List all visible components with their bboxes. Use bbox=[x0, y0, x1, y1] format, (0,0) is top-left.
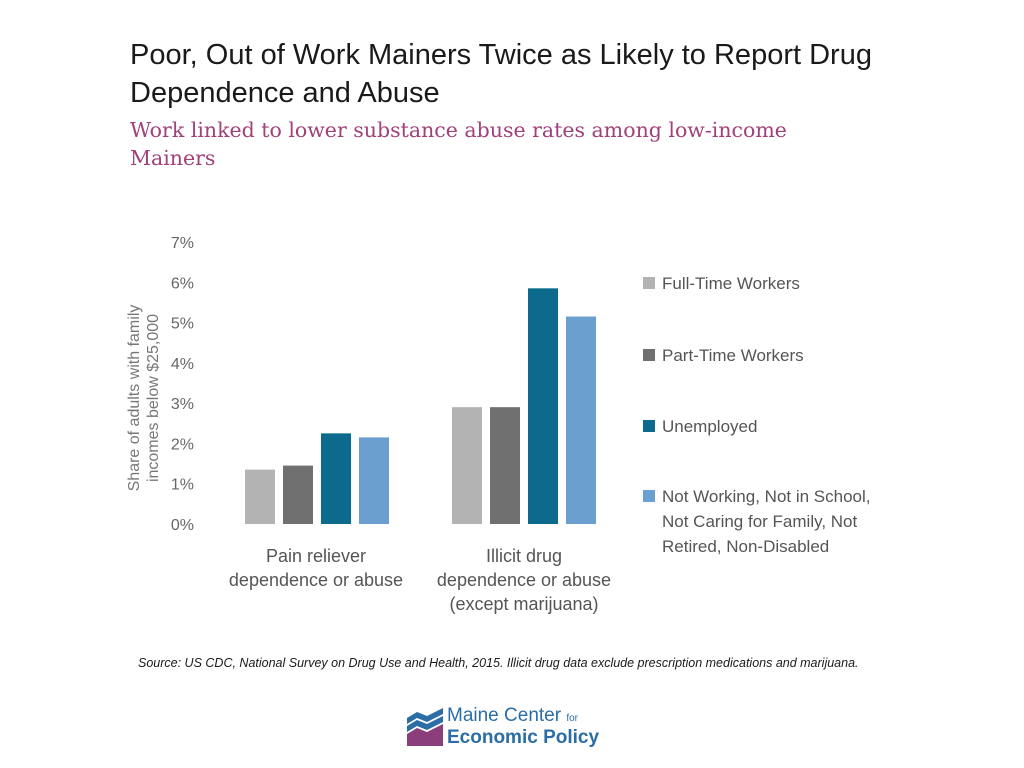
logo-name-line2: Economic Policy bbox=[447, 727, 600, 748]
category-label-line: Illicit drug bbox=[486, 546, 562, 566]
logo-for: for bbox=[566, 713, 579, 724]
legend-swatch bbox=[643, 349, 655, 361]
bar-3-1 bbox=[566, 316, 596, 524]
category-label: Pain reliever dependence or abuse bbox=[229, 546, 403, 590]
bar-0-1 bbox=[452, 407, 482, 524]
y-axis-title-line: Share of adults with family bbox=[126, 305, 143, 492]
bars-group bbox=[245, 288, 596, 524]
y-tick-label: 4% bbox=[171, 356, 194, 373]
legend-label: Part-Time Workers bbox=[662, 346, 804, 365]
legend-label-line: Unemployed bbox=[662, 417, 757, 436]
legend-swatch bbox=[643, 490, 655, 502]
y-tick-label: 1% bbox=[171, 477, 194, 494]
category-label: Illicit drug dependence or abuse (except m… bbox=[437, 546, 611, 614]
y-tick-label: 0% bbox=[171, 517, 194, 534]
y-tick-label: 5% bbox=[171, 316, 194, 333]
legend-label-line: Retired, Non-Disabled bbox=[662, 537, 829, 556]
legend-label: Unemployed bbox=[662, 417, 757, 436]
legend-label-line: Full-Time Workers bbox=[662, 274, 800, 293]
y-axis-ticks: 0% 1% 2% 3% 4% 5% 6% 7% bbox=[171, 235, 194, 534]
bar-3-0 bbox=[359, 437, 389, 524]
legend-label-line: Not Working, Not in School, bbox=[662, 487, 871, 506]
legend-label: Full-Time Workers bbox=[662, 274, 800, 293]
y-tick-label: 6% bbox=[171, 275, 194, 292]
y-axis-title-line: incomes below $25,000 bbox=[145, 314, 162, 482]
y-axis-title: Share of adults with family incomes below… bbox=[126, 305, 162, 492]
legend-label-line: Not Caring for Family, Not bbox=[662, 512, 858, 531]
category-label-line: (except marijuana) bbox=[449, 594, 598, 614]
legend: Full-Time Workers Part-Time Workers Unempl… bbox=[643, 274, 871, 556]
logo-name-line1: Maine Center bbox=[447, 705, 562, 726]
bar-2-1 bbox=[528, 288, 558, 524]
source-note: Source: US CDC, National Survey on Drug … bbox=[138, 656, 859, 670]
x-axis-category-labels: Pain reliever dependence or abuseIllicit … bbox=[229, 546, 611, 614]
y-tick-label: 3% bbox=[171, 396, 194, 413]
legend-swatch bbox=[643, 420, 655, 432]
legend-label-line: Part-Time Workers bbox=[662, 346, 804, 365]
y-axis-title-text: Share of adults with family incomes below… bbox=[126, 305, 162, 492]
bar-1-1 bbox=[490, 407, 520, 524]
category-label-line: Pain reliever bbox=[266, 546, 366, 566]
chart-title: Poor, Out of Work Mainers Twice as Likel… bbox=[130, 39, 872, 109]
category-label-line: dependence or abuse bbox=[437, 570, 611, 590]
logo-mark-icon bbox=[407, 708, 443, 746]
bar-2-0 bbox=[321, 433, 351, 524]
chart-subtitle: Work linked to lower substance abuse rat… bbox=[130, 118, 787, 170]
bar-0-0 bbox=[245, 469, 275, 524]
category-label-line: dependence or abuse bbox=[229, 570, 403, 590]
legend-swatch bbox=[643, 277, 655, 289]
y-tick-label: 7% bbox=[171, 235, 194, 252]
legend-label: Not Working, Not in School, Not Caring fo… bbox=[662, 487, 871, 556]
y-tick-label: 2% bbox=[171, 436, 194, 453]
bar-1-0 bbox=[283, 465, 313, 524]
mecep-logo: Maine Center for Economic Policy bbox=[407, 706, 637, 748]
